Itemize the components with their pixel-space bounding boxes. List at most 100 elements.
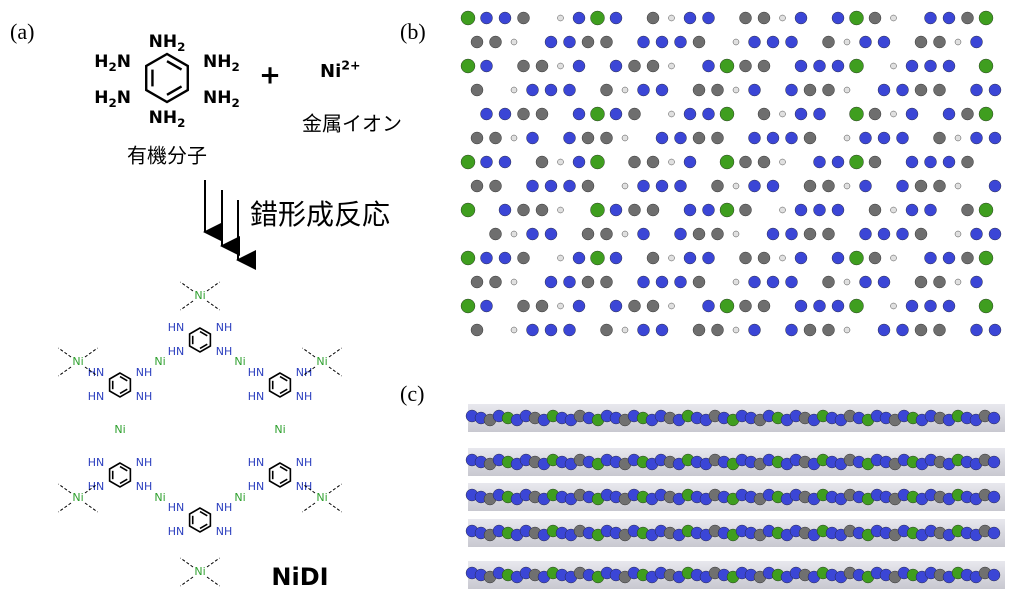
double-bond bbox=[199, 330, 208, 337]
atom bbox=[978, 106, 994, 122]
atom bbox=[970, 83, 983, 97]
chem-part: Ni bbox=[320, 61, 341, 82]
atom bbox=[563, 323, 576, 337]
dashed-bond bbox=[302, 483, 316, 494]
organic-caption: 有機分子 bbox=[127, 144, 207, 168]
atom bbox=[600, 131, 613, 145]
amine-label: HN bbox=[248, 456, 265, 469]
atom bbox=[970, 275, 983, 289]
atom bbox=[600, 83, 613, 97]
atom bbox=[803, 227, 817, 241]
atom bbox=[748, 131, 761, 145]
atom bbox=[779, 110, 786, 118]
amine-label: HN bbox=[88, 390, 105, 403]
atom bbox=[702, 299, 715, 313]
atom bbox=[674, 35, 687, 49]
chem-part: H bbox=[94, 88, 108, 108]
atom bbox=[544, 275, 558, 289]
atom bbox=[526, 131, 539, 145]
atom bbox=[572, 155, 586, 169]
benzene-ring bbox=[268, 372, 292, 398]
atom bbox=[470, 131, 484, 145]
atom bbox=[600, 35, 613, 49]
dashed-bond bbox=[84, 483, 98, 494]
atom bbox=[498, 155, 512, 169]
atom bbox=[683, 155, 697, 169]
metal-caption: 金属イオン bbox=[302, 112, 402, 136]
atom bbox=[933, 35, 946, 49]
atom bbox=[831, 59, 845, 73]
atom bbox=[868, 107, 882, 121]
atom bbox=[668, 110, 675, 118]
atom bbox=[849, 10, 864, 26]
atom bbox=[877, 35, 891, 49]
atom bbox=[683, 107, 697, 121]
chem-part: NH bbox=[203, 52, 231, 72]
double-bond bbox=[119, 388, 128, 395]
atom bbox=[803, 83, 817, 97]
atom bbox=[646, 155, 660, 169]
atom bbox=[628, 299, 641, 313]
atom bbox=[831, 203, 845, 217]
atom bbox=[961, 203, 974, 217]
atom bbox=[803, 131, 817, 145]
atom bbox=[803, 323, 817, 337]
atom bbox=[813, 203, 826, 217]
atom bbox=[732, 230, 740, 238]
atom bbox=[480, 11, 493, 25]
atom bbox=[877, 275, 891, 289]
atom bbox=[822, 323, 835, 337]
atom bbox=[877, 131, 891, 145]
atom bbox=[988, 179, 1002, 193]
atom bbox=[692, 83, 706, 97]
atom bbox=[460, 250, 476, 266]
atom bbox=[978, 202, 994, 218]
atom bbox=[702, 107, 715, 121]
atom bbox=[822, 35, 835, 49]
atom bbox=[961, 107, 974, 121]
crystal-top-view bbox=[460, 10, 1002, 337]
amine-label: NH bbox=[136, 390, 153, 403]
double-bond bbox=[279, 388, 288, 395]
atom bbox=[732, 38, 740, 46]
atom bbox=[510, 38, 518, 46]
atom bbox=[510, 86, 518, 94]
atom bbox=[460, 298, 476, 314]
atom bbox=[517, 251, 530, 265]
atom bbox=[600, 227, 613, 241]
atom bbox=[859, 275, 872, 289]
dashed-bond bbox=[58, 366, 72, 377]
atom bbox=[987, 411, 1001, 425]
atom bbox=[517, 107, 530, 121]
atom bbox=[732, 86, 740, 94]
atom bbox=[813, 299, 826, 313]
atom bbox=[987, 568, 1001, 582]
atom bbox=[655, 131, 669, 145]
atom bbox=[581, 35, 595, 49]
atom bbox=[896, 131, 909, 145]
atom bbox=[719, 106, 735, 122]
atom bbox=[510, 326, 518, 334]
atom bbox=[480, 107, 493, 121]
atom bbox=[914, 227, 928, 241]
dashed-bond bbox=[206, 557, 220, 568]
atom bbox=[668, 254, 675, 262]
atom bbox=[739, 11, 752, 25]
atom bbox=[628, 107, 641, 121]
atom bbox=[498, 107, 512, 121]
atom bbox=[739, 251, 752, 265]
atom bbox=[896, 227, 909, 241]
atom bbox=[794, 59, 808, 73]
atom bbox=[719, 58, 735, 74]
atom bbox=[843, 326, 851, 334]
dashed-bond bbox=[328, 366, 342, 377]
atom bbox=[637, 83, 650, 97]
atom bbox=[766, 131, 780, 145]
atom bbox=[933, 131, 946, 145]
atom bbox=[766, 227, 780, 241]
dashed-bond bbox=[180, 557, 194, 568]
plus-sign: + bbox=[259, 61, 281, 91]
amine-label: NH bbox=[296, 366, 313, 379]
double-bond bbox=[279, 478, 288, 485]
amine-label: HN bbox=[248, 366, 265, 379]
